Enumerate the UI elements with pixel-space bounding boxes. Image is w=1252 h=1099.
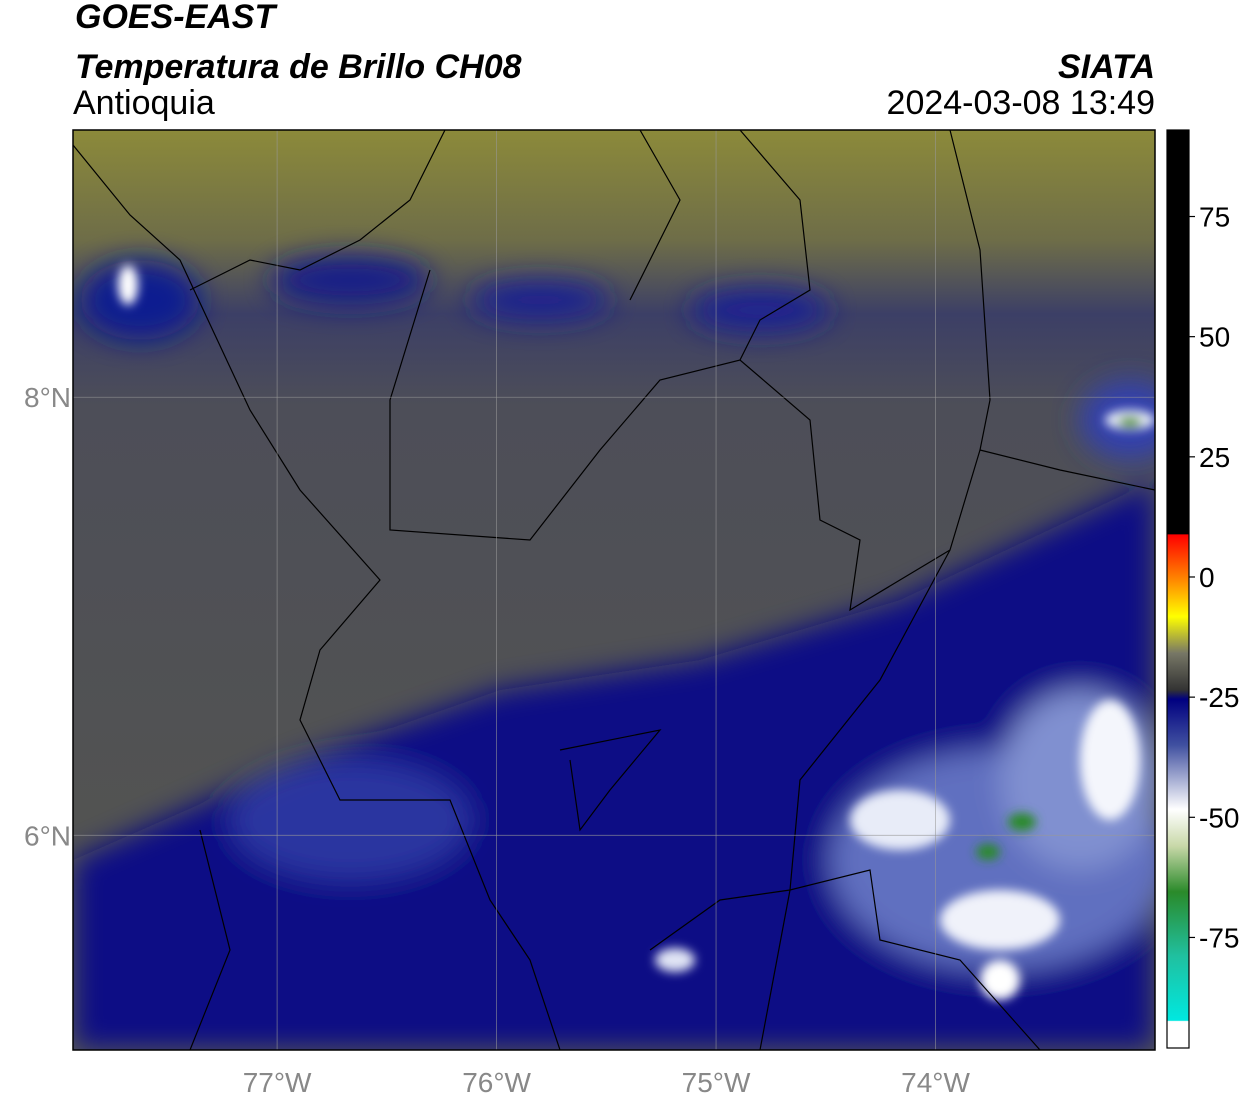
colorbar-tick-label: -75 bbox=[1199, 922, 1239, 953]
lat-tick-label: 6°N bbox=[24, 820, 71, 851]
colorbar-tick-label: -25 bbox=[1199, 682, 1239, 713]
subtitle: Temperatura de Brillo CH08 bbox=[75, 48, 522, 86]
lon-tick-label: 75°W bbox=[682, 1067, 751, 1098]
colorbar-tick-label: 0 bbox=[1199, 562, 1215, 593]
borders bbox=[73, 130, 1155, 1050]
colorbar-tick-label: 50 bbox=[1199, 322, 1230, 353]
lon-tick-label: 74°W bbox=[901, 1067, 970, 1098]
map bbox=[73, 130, 1155, 1050]
colorbar-tick-label: 75 bbox=[1199, 202, 1230, 233]
lon-tick-label: 77°W bbox=[243, 1067, 312, 1098]
cloud-imagery bbox=[73, 255, 1155, 1050]
colorbar bbox=[1166, 129, 1190, 1049]
lat-tick-label: 8°N bbox=[24, 382, 71, 413]
colorbar-tick-label: -50 bbox=[1199, 802, 1239, 833]
map-frame bbox=[72, 129, 1156, 1051]
title: GOES-EAST bbox=[75, 0, 278, 36]
source: SIATA bbox=[1058, 48, 1155, 86]
colorbar-tick-label: 25 bbox=[1199, 442, 1230, 473]
lon-tick-label: 76°W bbox=[462, 1067, 531, 1098]
timestamp: 2024-03-08 13:49 bbox=[887, 84, 1155, 122]
region: Antioquia bbox=[73, 84, 215, 122]
